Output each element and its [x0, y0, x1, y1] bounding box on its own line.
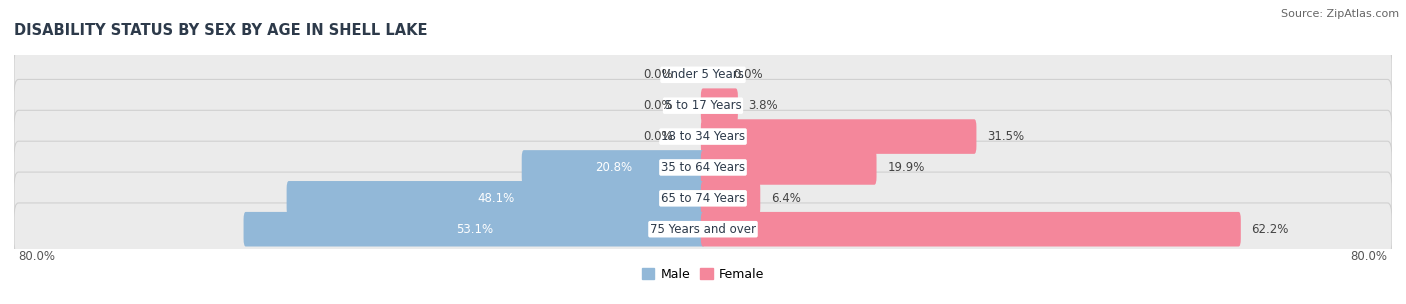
Text: 35 to 64 Years: 35 to 64 Years [661, 161, 745, 174]
FancyBboxPatch shape [14, 203, 1392, 255]
FancyBboxPatch shape [700, 150, 876, 185]
FancyBboxPatch shape [700, 88, 738, 123]
Text: 20.8%: 20.8% [595, 161, 633, 174]
FancyBboxPatch shape [243, 212, 706, 247]
FancyBboxPatch shape [14, 49, 1392, 101]
Text: 19.9%: 19.9% [887, 161, 925, 174]
Text: 5 to 17 Years: 5 to 17 Years [665, 99, 741, 112]
Legend: Male, Female: Male, Female [637, 263, 769, 286]
FancyBboxPatch shape [14, 141, 1392, 194]
FancyBboxPatch shape [700, 119, 976, 154]
FancyBboxPatch shape [700, 212, 1241, 247]
Text: 18 to 34 Years: 18 to 34 Years [661, 130, 745, 143]
Text: 31.5%: 31.5% [987, 130, 1025, 143]
FancyBboxPatch shape [14, 79, 1392, 132]
Text: 6.4%: 6.4% [770, 192, 801, 205]
Text: 3.8%: 3.8% [748, 99, 779, 112]
Text: 62.2%: 62.2% [1251, 223, 1289, 236]
Text: 65 to 74 Years: 65 to 74 Years [661, 192, 745, 205]
Text: 0.0%: 0.0% [643, 130, 673, 143]
Text: 80.0%: 80.0% [1351, 250, 1388, 263]
Text: 0.0%: 0.0% [643, 99, 673, 112]
Text: 53.1%: 53.1% [456, 223, 494, 236]
FancyBboxPatch shape [14, 110, 1392, 163]
FancyBboxPatch shape [700, 181, 761, 216]
FancyBboxPatch shape [14, 172, 1392, 225]
Text: 0.0%: 0.0% [643, 68, 673, 81]
Text: 80.0%: 80.0% [18, 250, 55, 263]
FancyBboxPatch shape [287, 181, 706, 216]
Text: Under 5 Years: Under 5 Years [662, 68, 744, 81]
Text: 0.0%: 0.0% [733, 68, 763, 81]
Text: Source: ZipAtlas.com: Source: ZipAtlas.com [1281, 9, 1399, 19]
Text: DISABILITY STATUS BY SEX BY AGE IN SHELL LAKE: DISABILITY STATUS BY SEX BY AGE IN SHELL… [14, 23, 427, 38]
FancyBboxPatch shape [522, 150, 706, 185]
Text: 75 Years and over: 75 Years and over [650, 223, 756, 236]
Text: 48.1%: 48.1% [477, 192, 515, 205]
